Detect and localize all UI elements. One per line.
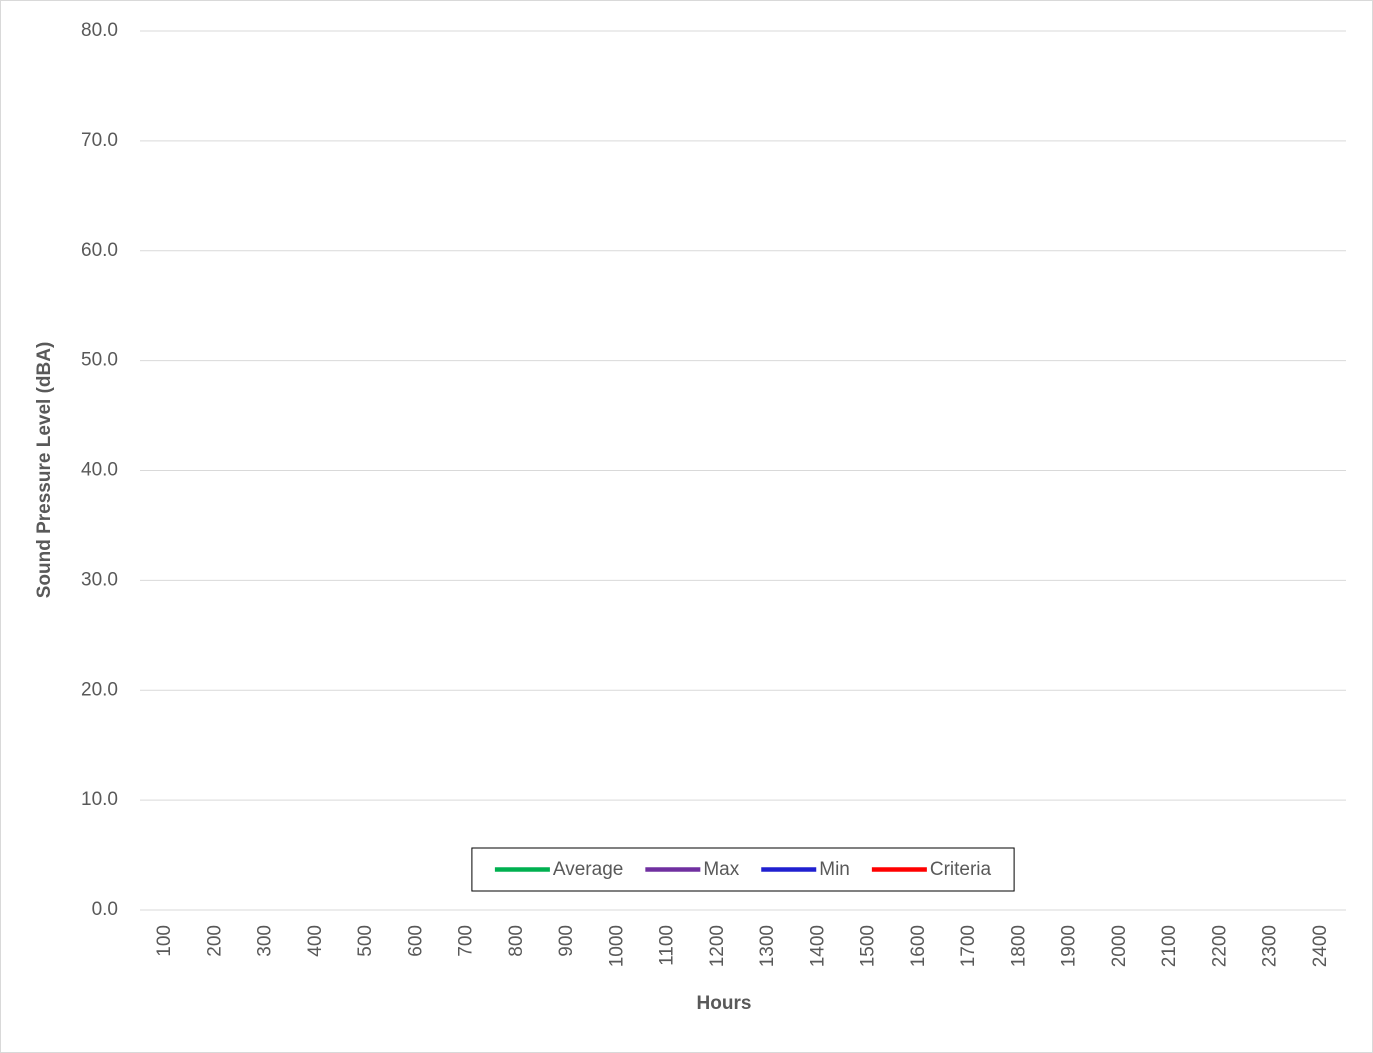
y-tick-label: 50.0: [81, 350, 118, 371]
y-tick-label: 40.0: [81, 460, 118, 481]
x-tick-label: 1100: [657, 925, 678, 966]
x-tick-label: 1600: [908, 925, 929, 967]
x-tick-label: 1200: [707, 925, 728, 967]
y-tick-label: 20.0: [81, 679, 118, 700]
y-tick-label: 30.0: [81, 569, 118, 590]
x-tick-label: 100: [154, 925, 175, 957]
x-tick-label: 1300: [757, 925, 778, 967]
x-tick-label: 1800: [1008, 925, 1029, 967]
x-tick-label: 900: [556, 925, 577, 957]
y-tick-label: 60.0: [81, 240, 118, 261]
y-tick-label: 70.0: [81, 130, 118, 151]
x-tick-label: 300: [255, 925, 276, 957]
x-tick-label: 2200: [1209, 925, 1230, 967]
x-tick-label: 2300: [1260, 925, 1281, 967]
y-tick-label: 10.0: [81, 789, 118, 810]
x-tick-label: 2000: [1109, 925, 1130, 967]
x-tick-label: 1400: [807, 925, 828, 967]
x-tick-label: 500: [355, 925, 376, 957]
x-tick-label: 1700: [958, 925, 979, 967]
y-tick-label: 80.0: [81, 20, 118, 41]
y-tick-label: 0.0: [92, 899, 118, 920]
x-axis-title: Hours: [697, 993, 752, 1014]
x-tick-label: 2100: [1159, 925, 1180, 967]
legend: Average Max Min Criteria: [471, 847, 1015, 892]
x-tick-label: 700: [456, 925, 477, 957]
legend-label: Average: [553, 859, 623, 880]
x-tick-label: 1500: [858, 925, 879, 967]
x-tick-label: 1000: [606, 925, 627, 967]
x-tick-label: 600: [405, 925, 426, 957]
x-tick-label: 1900: [1059, 925, 1080, 967]
y-axis-title: Sound Pressure Level (dBA): [34, 342, 55, 599]
legend-label: Max: [703, 859, 739, 880]
legend-label: Criteria: [930, 859, 992, 880]
legend-label: Min: [819, 859, 850, 880]
x-tick-label: 800: [506, 925, 527, 957]
x-tick-label: 2400: [1310, 925, 1331, 967]
x-tick-label: 400: [305, 925, 326, 957]
x-tick-label: 200: [204, 925, 225, 957]
